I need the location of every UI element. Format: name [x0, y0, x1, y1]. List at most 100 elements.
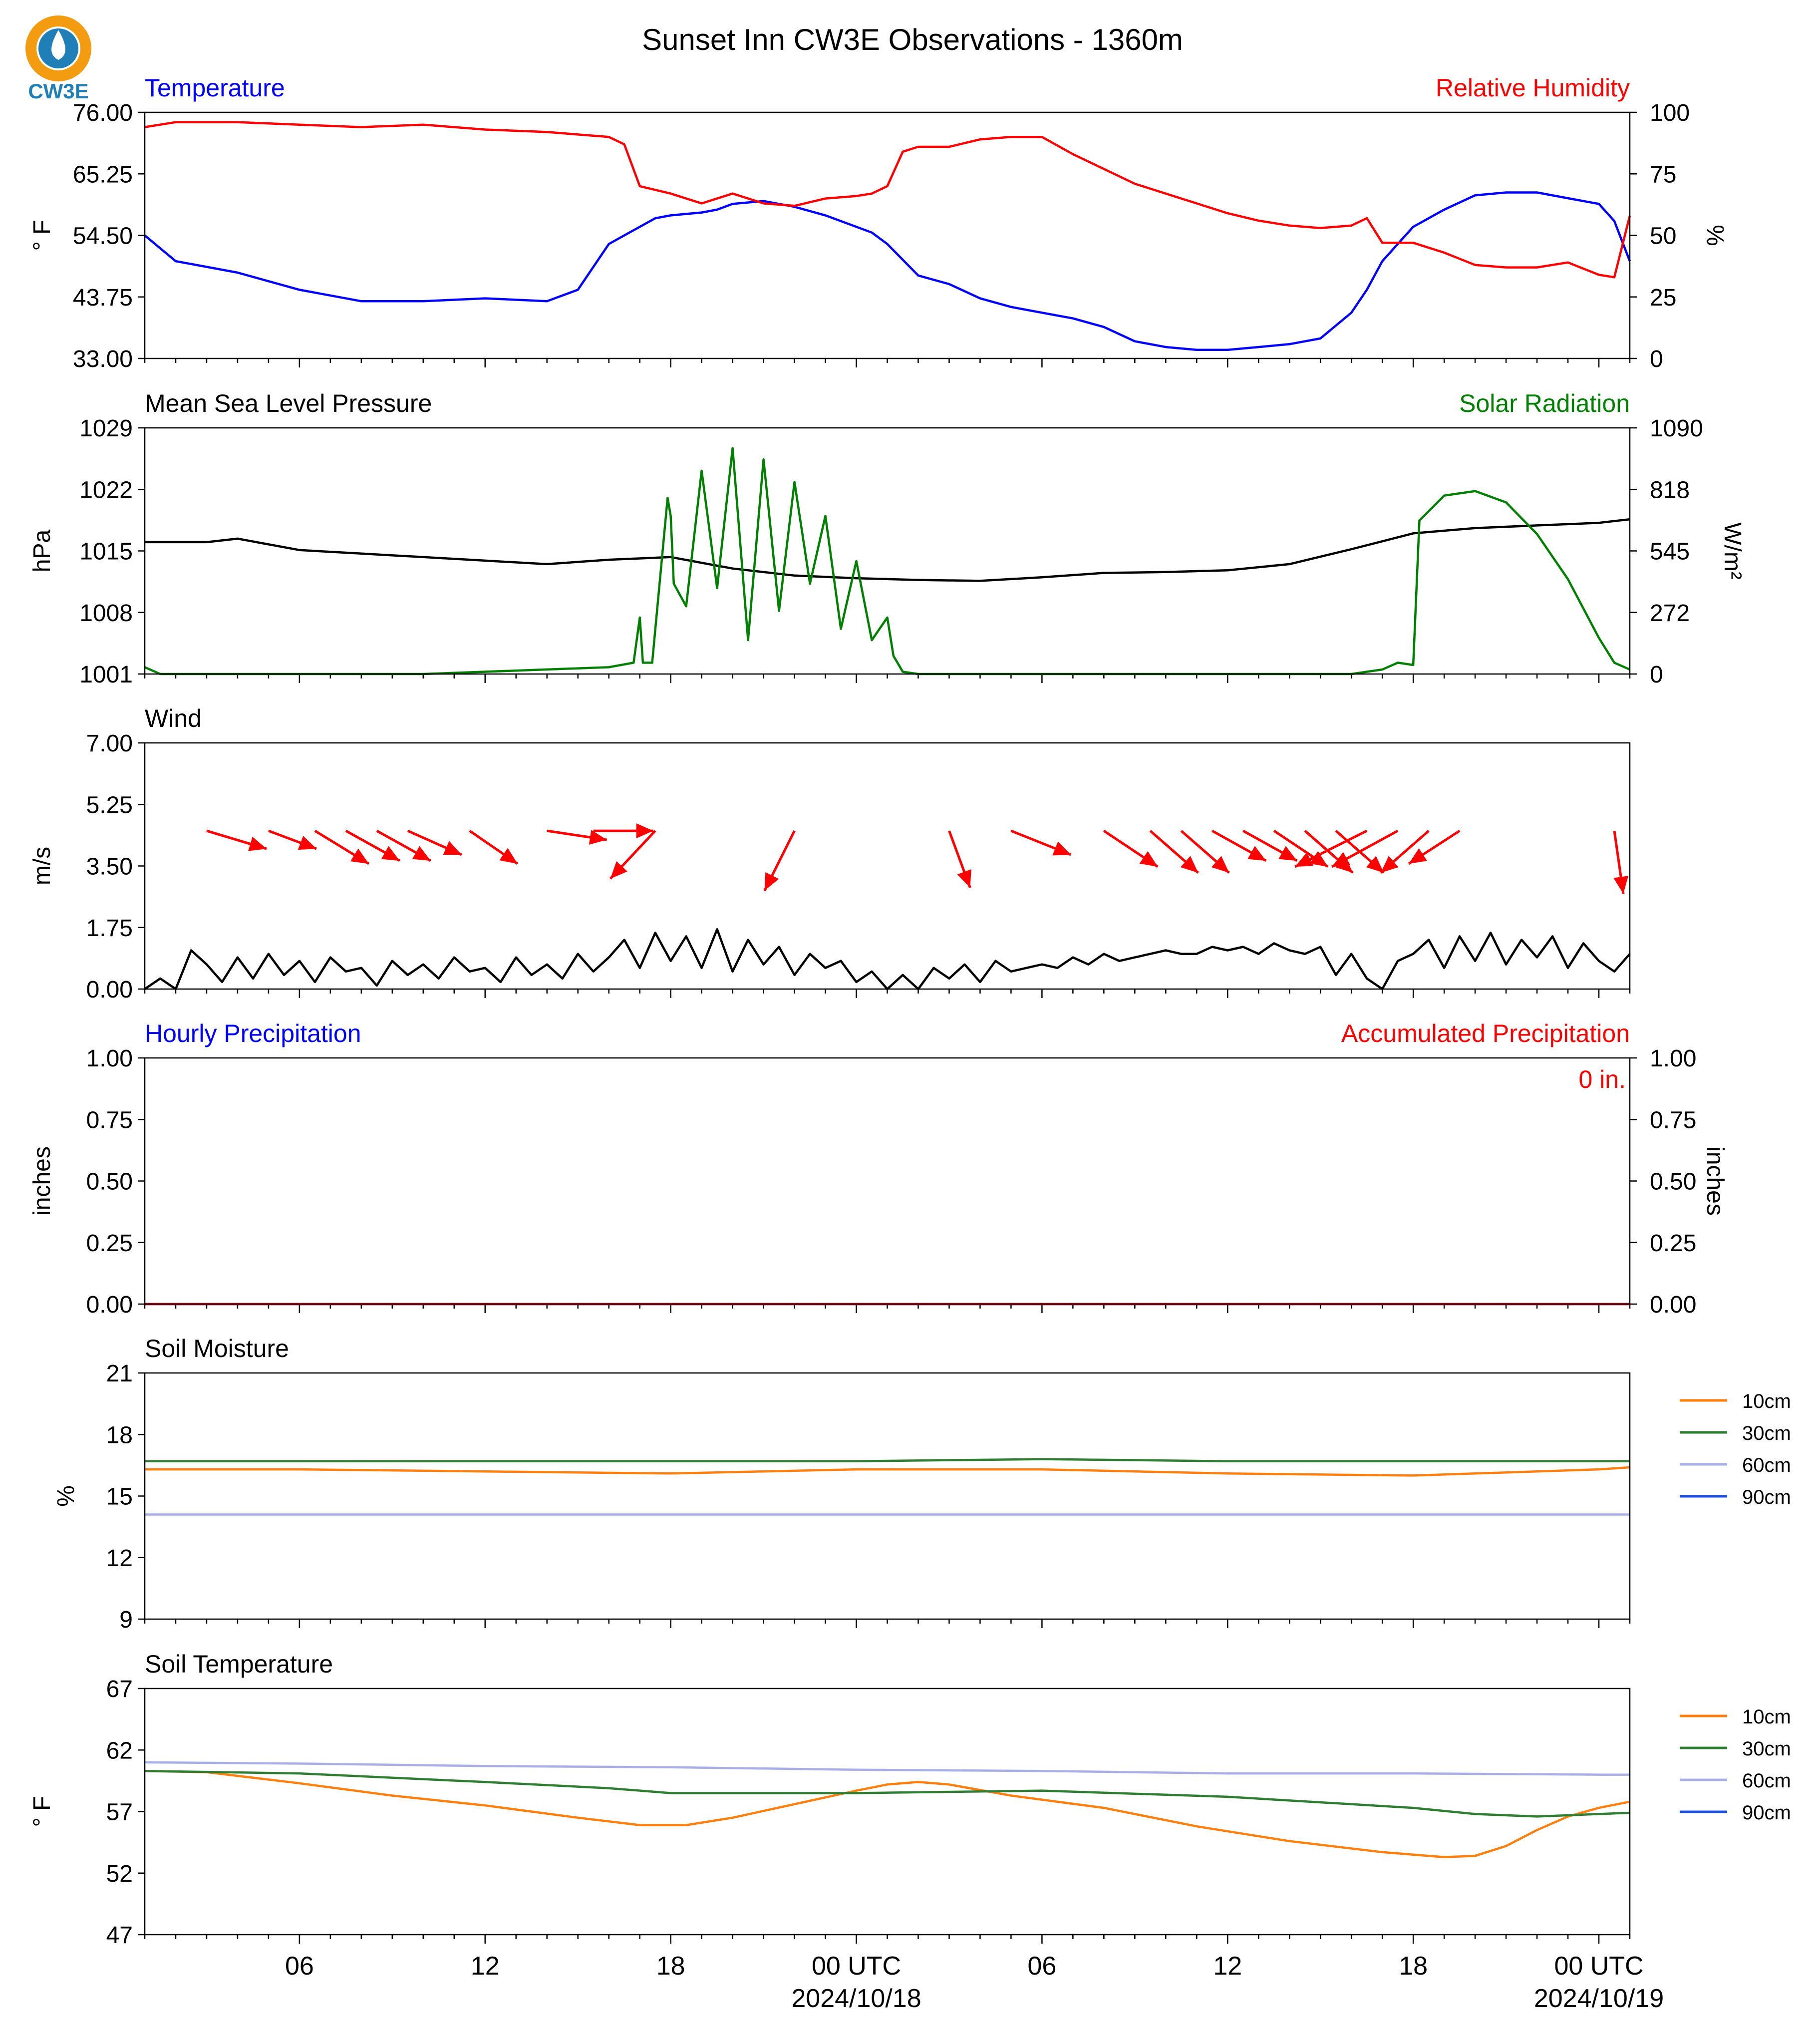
wind-arrowhead	[381, 846, 400, 861]
panel-wind: 0.00 1.75 3.50 5.25 7.00 Wind m/s	[29, 704, 1631, 1003]
wind-arrowhead	[499, 848, 518, 864]
wind-arrowhead	[1211, 856, 1229, 873]
x-tick-label: 00 UTC	[812, 1952, 901, 1981]
legend-label: 90cm	[1742, 1802, 1791, 1824]
y-tick-label-left: 47	[106, 1922, 133, 1949]
series-line-60cm	[144, 1761, 1630, 1776]
wind-arrowhead	[1295, 852, 1314, 867]
y-tick-label-right: 0	[1650, 346, 1663, 372]
legend-label: 30cm	[1742, 1422, 1791, 1444]
x-tick-label: 06	[1027, 1952, 1056, 1981]
panel-title-left: Hourly Precipitation	[145, 1019, 361, 1047]
y-tick-label-left: 0.50	[86, 1169, 133, 1195]
cw3e-logo: CW3E	[25, 15, 91, 103]
wind-arrowhead	[298, 836, 316, 850]
wind-arrowhead	[764, 872, 779, 891]
y-tick-label-right: 0.25	[1650, 1230, 1696, 1257]
panel-title-left: Wind	[145, 704, 202, 732]
wind-arrowhead	[1366, 856, 1384, 873]
panel-title-left: Temperature	[145, 74, 285, 102]
plot-frame	[144, 111, 1631, 359]
series-line-left-0	[144, 191, 1631, 351]
y-tick-label-left: 62	[106, 1737, 133, 1764]
y-tick-label-left: 12	[106, 1545, 133, 1572]
y-tick-label-right: 0.75	[1650, 1107, 1696, 1133]
figure-title: Sunset Inn CW3E Observations - 1360m	[642, 23, 1183, 56]
wind-arrowhead	[957, 869, 971, 888]
y-tick-label-right: 818	[1650, 477, 1690, 503]
y-tick-label-left: 18	[106, 1422, 133, 1448]
panel-soil_temperature: 47 52 57 62 67 Soil Temperature ° F 10cm 30cm 60c…	[29, 1650, 1791, 1949]
y-tick-label-right: 1.00	[1650, 1045, 1696, 1072]
y-tick-label-left: 1001	[79, 662, 133, 688]
plot-frame	[144, 1057, 1631, 1305]
wind-arrowhead	[1278, 846, 1297, 861]
panel-title-right: Solar Radiation	[1459, 389, 1630, 417]
series-line-30cm	[145, 1458, 1630, 1462]
wind-arrowhead	[610, 861, 627, 879]
y-tick-label-left: 0.00	[86, 977, 133, 1003]
y-tick-label-left: 54.50	[73, 223, 133, 250]
y-tick-label-left: 0.75	[86, 1107, 133, 1133]
x-tick-date-label: 2024/10/18	[791, 1984, 921, 2013]
y-axis-label-left: hPa	[29, 529, 55, 572]
x-tick-label: 12	[1213, 1952, 1242, 1981]
wind-arrowhead	[1247, 846, 1266, 861]
y-tick-label-right: 272	[1650, 600, 1690, 627]
wind-arrowhead	[248, 836, 267, 851]
y-tick-label-right: 50	[1650, 223, 1676, 250]
series-line-right-1	[144, 121, 1631, 279]
y-tick-label-left: 57	[106, 1799, 133, 1826]
y-tick-label-left: 1.00	[86, 1045, 133, 1072]
y-tick-label-right: 545	[1650, 539, 1690, 565]
x-tick-date-label: 2024/10/19	[1534, 1984, 1664, 2013]
y-axis-label-right: W/m²	[1719, 522, 1746, 580]
panel-title-right: Relative Humidity	[1436, 74, 1630, 102]
y-tick-label-right: 75	[1650, 161, 1676, 188]
wind-arrowhead	[350, 848, 369, 864]
series-line-10cm	[145, 1466, 1630, 1477]
y-tick-label-left: 1029	[79, 415, 133, 442]
wind-arrowhead	[443, 841, 462, 855]
y-tick-label-left: 0.25	[86, 1230, 133, 1257]
y-axis-label-left: %	[53, 1485, 79, 1507]
wind-arrowhead	[1139, 851, 1158, 867]
y-tick-label-left: 33.00	[73, 346, 133, 372]
legend-label: 30cm	[1742, 1738, 1791, 1760]
series-line-left-0	[145, 518, 1630, 582]
panel-title-left: Soil Moisture	[145, 1335, 289, 1362]
y-tick-label-left: 21	[106, 1360, 133, 1387]
wind-arrowhead	[1052, 841, 1071, 856]
x-tick-label: 06	[285, 1952, 314, 1981]
panel-temperature_humidity: 33.00 43.75 54.50 65.25 76.00 0 25 50 75 100 Tempe…	[29, 74, 1728, 372]
y-axis-label-left: ° F	[29, 220, 55, 251]
plot-frame	[144, 427, 1631, 675]
wind-arrowhead	[1180, 856, 1199, 873]
y-axis-label-left: inches	[29, 1146, 55, 1216]
y-tick-label-left: 1022	[79, 477, 133, 503]
panel-title-left: Mean Sea Level Pressure	[145, 389, 432, 417]
precip-total-annotation: 0 in.	[1578, 1065, 1626, 1093]
y-tick-label-left: 1008	[79, 600, 133, 627]
y-axis-label-left: m/s	[29, 847, 55, 885]
y-tick-label-right: 100	[1650, 100, 1690, 126]
y-axis-label-left: ° F	[29, 1796, 55, 1827]
y-tick-label-right: 0	[1650, 662, 1663, 688]
x-tick-label: 18	[1399, 1952, 1428, 1981]
plot-frame	[144, 1688, 1631, 1936]
logo-ring	[25, 15, 91, 81]
panels: 33.00 43.75 54.50 65.25 76.00 0 25 50 75 100 Tempe…	[29, 74, 1791, 2013]
wind-arrowhead	[1309, 851, 1328, 867]
y-tick-label-right: 0.00	[1650, 1292, 1696, 1318]
series-line-10cm	[144, 1769, 1630, 1858]
y-tick-label-left: 3.50	[86, 854, 133, 880]
y-tick-label-left: 52	[106, 1861, 133, 1887]
panel-soil_moisture: 9 12 15 18 21 Soil Moisture% 10cm 30cm 60cm 90cm	[53, 1335, 1791, 1633]
x-tick-label: 12	[471, 1952, 500, 1981]
wind-arrowhead	[1613, 876, 1629, 894]
panel-precipitation: 0.00 0.25 0.50 0.75 1.00 0.00 0.25 0.50 0.75 1.00…	[29, 1019, 1728, 1318]
x-tick-label: 18	[656, 1952, 685, 1981]
legend-label: 90cm	[1742, 1486, 1791, 1508]
y-tick-label-left: 9	[119, 1607, 133, 1633]
